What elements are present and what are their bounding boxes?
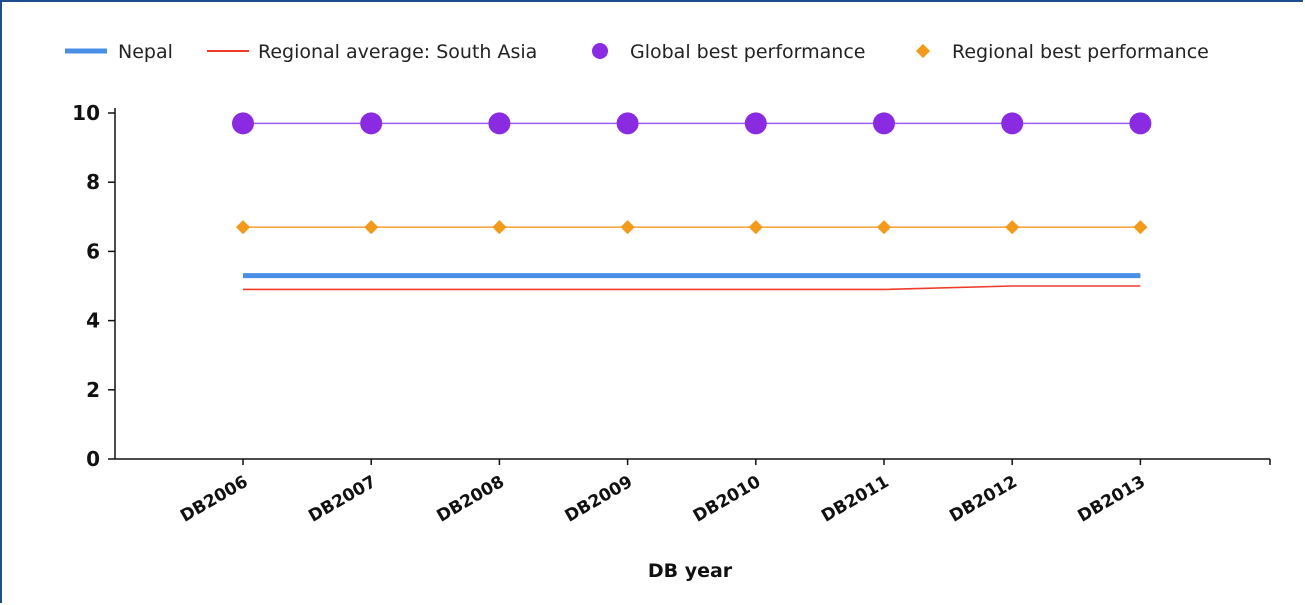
y-tick-label: 0 xyxy=(86,447,100,471)
data-point-regional-best-performance xyxy=(876,220,892,235)
legend-label-regional-best: Regional best performance xyxy=(952,41,1209,63)
data-point-global-best-performance xyxy=(360,112,383,135)
legend-label-global-best: Global best performance xyxy=(630,41,865,63)
data-point-global-best-performance xyxy=(232,112,254,135)
x-tick-label: DB2012 xyxy=(946,472,1020,527)
data-point-global-best-performance xyxy=(744,112,767,135)
x-tick-label: DB2010 xyxy=(690,472,765,527)
data-point-global-best-performance xyxy=(1001,112,1024,135)
y-tick-label: 2 xyxy=(86,378,100,402)
data-point-regional-best-performance xyxy=(235,220,251,235)
x-tick-label: DB2009 xyxy=(562,472,636,527)
data-point-regional-best-performance xyxy=(492,220,507,235)
legend-marker-global-best xyxy=(592,43,608,59)
x-tick-label: DB2008 xyxy=(433,472,507,527)
x-tick-label: DB2011 xyxy=(818,472,892,527)
x-tick-label: DB2007 xyxy=(305,472,379,527)
data-point-global-best-performance xyxy=(873,112,895,135)
data-point-regional-best-performance xyxy=(620,220,635,235)
series-line-regional-average-south-asia xyxy=(243,285,1141,291)
data-point-regional-best-performance xyxy=(364,220,379,235)
data-point-regional-best-performance xyxy=(748,220,763,235)
y-tick-label: 6 xyxy=(86,239,100,263)
legend-label-nepal: Nepal xyxy=(118,41,173,63)
x-tick-label: DB2006 xyxy=(177,472,251,527)
data-point-global-best-performance xyxy=(1129,112,1152,135)
series-group xyxy=(232,112,1152,291)
y-tick-label: 10 xyxy=(72,101,100,125)
data-point-regional-best-performance xyxy=(1133,220,1148,235)
legend: Nepal Regional average: South Asia Globa… xyxy=(65,41,1209,63)
data-point-global-best-performance xyxy=(616,112,639,135)
legend-label-regional-average: Regional average: South Asia xyxy=(258,41,537,63)
data-point-regional-best-performance xyxy=(1005,220,1020,235)
legend-marker-regional-best xyxy=(915,43,931,59)
y-tick-label: 4 xyxy=(86,309,100,333)
x-tick-label: DB2013 xyxy=(1074,472,1148,527)
x-axis-title: DB year xyxy=(648,560,733,582)
y-tick-label: 8 xyxy=(86,170,100,194)
axes: 0 2 4 6 8 10 DB2006 DB2007 DB2008 DB2009 DB2010 DB2… xyxy=(72,101,1271,527)
data-point-global-best-performance xyxy=(488,112,511,135)
